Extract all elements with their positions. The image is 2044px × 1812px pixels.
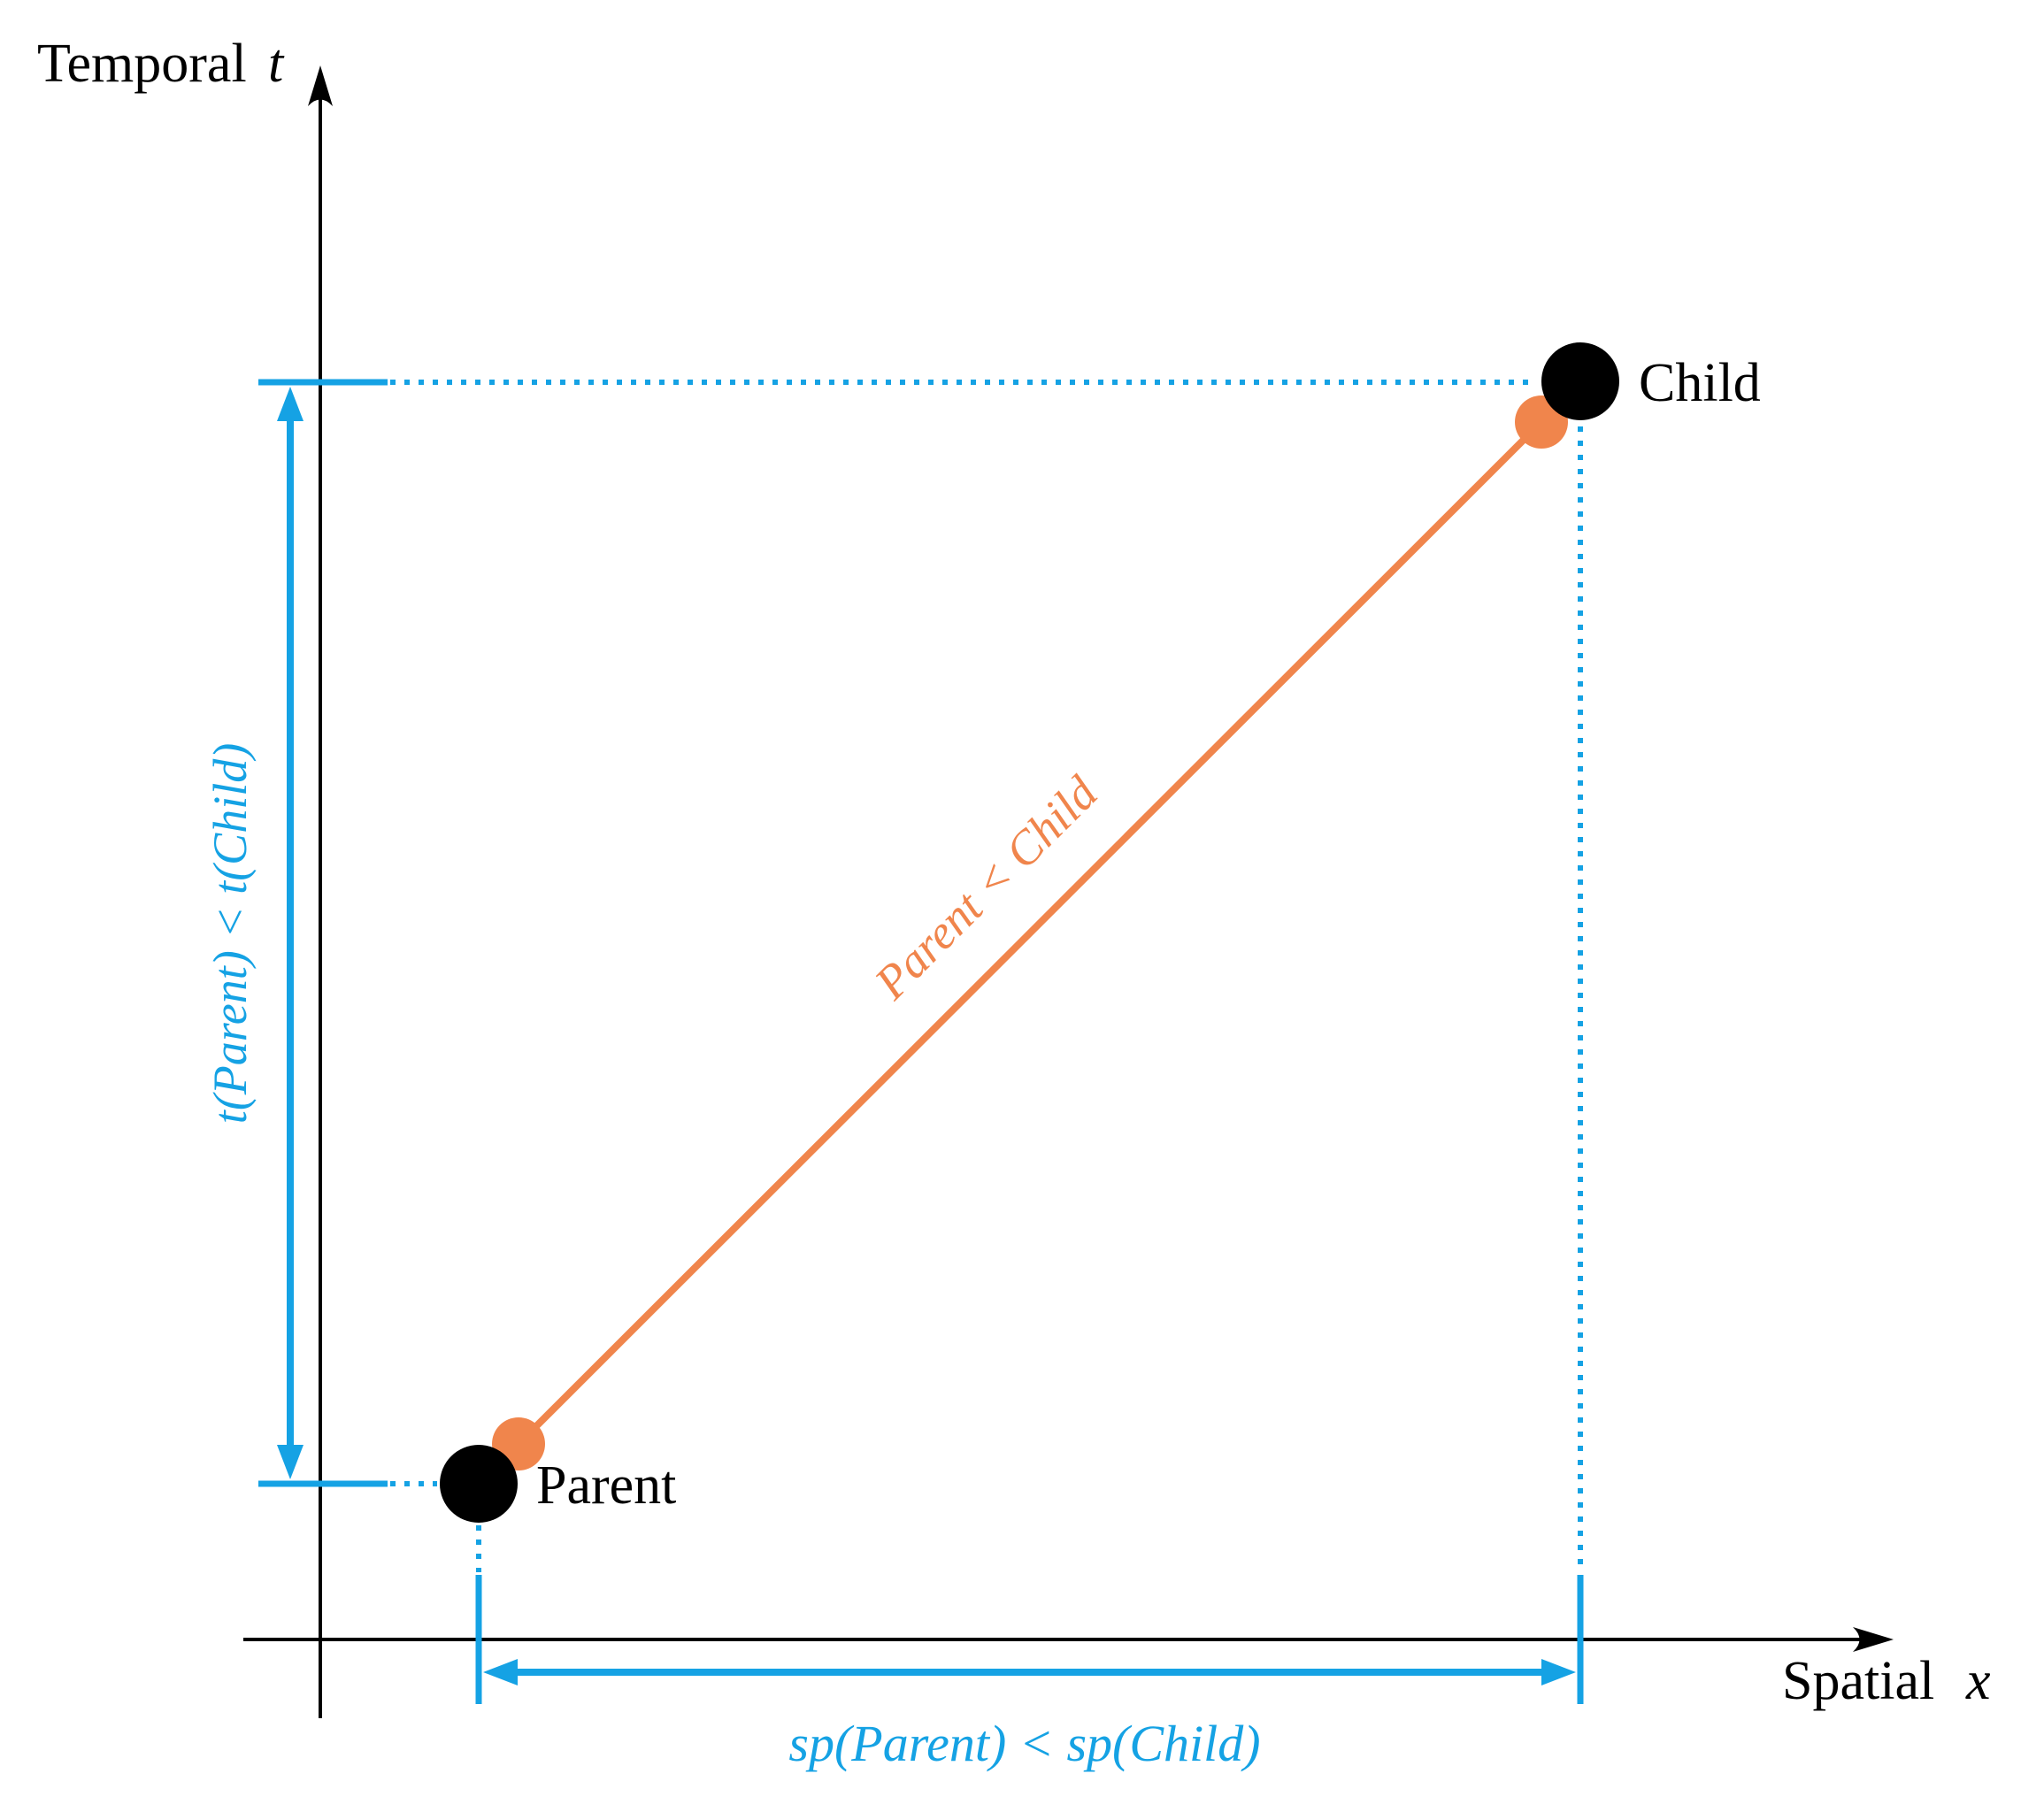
temporal-measure-arrow: t(Parent) < t(Child) [204,387,304,1479]
temporal-measure-arrowhead-down-icon [277,1445,304,1479]
y-axis-arrowhead-icon [308,65,333,106]
x-axis-label: Spatial [1782,1651,1934,1711]
child-label: Child [1639,353,1761,413]
parent-point: Parent [440,1445,676,1523]
y-axis-label: Temporal [37,34,247,94]
parent-label: Parent [536,1455,676,1516]
spatial-measure-arrow: sp(Parent) < sp(Child) [483,1659,1576,1772]
y-axis: Temporal t [37,34,333,1718]
child-point: Child [1541,342,1761,420]
projection-ticks [258,379,1584,1704]
y-axis-symbol: t [268,34,285,94]
spatial-constraint-label: sp(Parent) < sp(Child) [788,1715,1260,1772]
spatial-measure-arrowhead-left-icon [483,1659,518,1685]
parent-dot [440,1445,518,1523]
causal-edge: Parent < Child [492,395,1568,1470]
spatial-measure-arrowhead-right-icon [1541,1659,1576,1685]
child-dot [1541,342,1619,420]
temporal-constraint-label: t(Parent) < t(Child) [204,743,257,1124]
x-axis: Spatial x [243,1627,1991,1711]
x-axis-symbol: x [1965,1651,1991,1711]
x-axis-arrowhead-icon [1853,1627,1894,1652]
causal-edge-line [516,419,1544,1447]
temporal-measure-arrowhead-up-icon [277,387,304,421]
